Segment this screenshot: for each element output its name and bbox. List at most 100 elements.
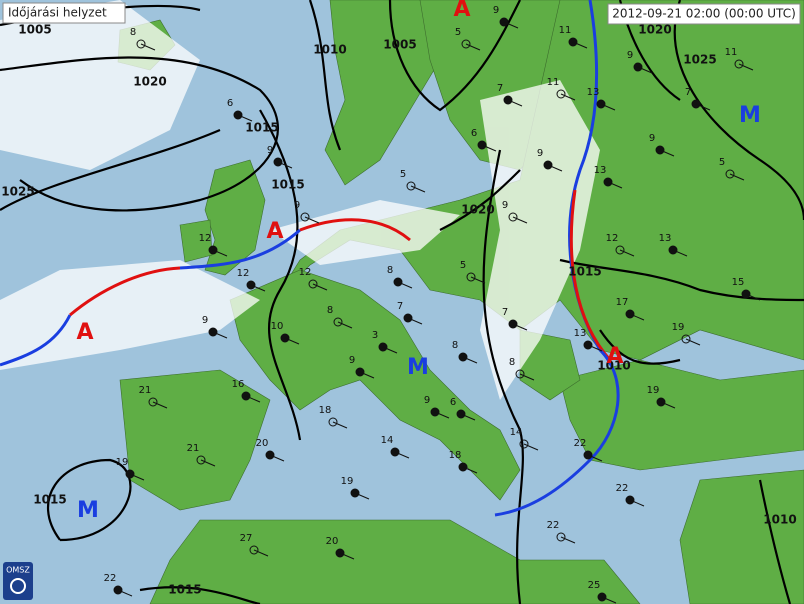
station-temperature: 3 [372,330,378,341]
station-temperature: 11 [547,77,560,88]
station-temperature: 5 [400,169,406,180]
wind-barb [507,99,523,107]
station-temperature: 8 [509,357,515,368]
station-temperature: 8 [387,265,393,276]
wind-barb [619,249,635,257]
station-temperature: 5 [455,27,461,38]
station-temperature: 21 [187,443,200,454]
station-temperature: 12 [237,268,250,279]
isobar-label: 1005 [18,23,51,37]
wind-barb [629,499,645,507]
wind-barb [745,293,761,301]
station-temperature: 9 [502,200,508,211]
wind-barb [462,356,478,364]
wind-barb [354,492,370,500]
header: Időjárási helyzet 2012-09-21 02:00 (00:0… [2,2,801,25]
wind-barb [253,549,269,557]
wind-barb [304,216,320,224]
wind-barb [560,93,576,101]
station-temperature: 9 [649,133,655,144]
station-temperature: 9 [267,145,273,156]
station-marker [515,369,525,379]
station-temperature: 10 [271,321,284,332]
station-marker [249,545,259,555]
wind-barb [587,344,603,352]
pressure-center: M [739,103,761,128]
isobar-label: 1010 [597,359,630,373]
title-box [2,2,126,24]
wind-barb [503,21,519,29]
wind-barb [284,337,300,345]
wind-barb [560,536,576,544]
station-temperature: 22 [574,438,587,449]
wind-barb [410,185,426,193]
wind-barb [465,43,481,51]
station-marker [333,317,343,327]
wind-barb [212,331,228,339]
wind-barb [660,401,676,409]
station-temperature: 8 [327,305,333,316]
wind-barb [729,173,745,181]
station-temperature: 6 [471,128,477,139]
station-temperature: 13 [574,328,587,339]
wind-barb [200,459,216,467]
pressure-center: M [77,498,99,523]
station-temperature: 9 [294,200,300,211]
station-temperature: 18 [319,405,332,416]
station-temperature: 9 [349,355,355,366]
wind-barb [277,161,293,169]
wind-barb [337,321,353,329]
isobar-label: 1010 [313,43,346,57]
logo-icon [10,578,26,594]
station-temperature: 22 [547,520,560,531]
station-temperature: 5 [460,260,466,271]
wind-barb [695,103,711,111]
wind-barb [547,164,563,172]
wind-barb [659,149,675,157]
station-temperature: 12 [606,233,619,244]
logo: OMSZ [3,562,33,600]
station-temperature: 13 [594,165,607,176]
station-marker [556,89,566,99]
station-marker [556,532,566,542]
wind-barb [460,413,476,421]
wind-barb [572,41,588,49]
wind-barb [462,466,478,474]
station-temperature: 19 [116,457,129,468]
station-temperature: 7 [502,307,508,318]
station-marker [466,272,476,282]
station-temperature: 8 [452,340,458,351]
wind-barb [332,421,348,429]
isobar-label: 1025 [1,185,34,199]
station-temperature: 9 [537,148,543,159]
fronts [0,0,620,517]
wind-barb [519,373,535,381]
wind-barb [397,281,413,289]
station-temperature: 9 [627,50,633,61]
wind-barb [382,346,398,354]
wind-barb [587,454,603,462]
station-marker [615,245,625,255]
isobar-label: 1020 [638,23,671,37]
station-temperature: 14 [510,427,523,438]
pressure-center: A [606,344,623,369]
station-temperature: 25 [588,580,601,591]
isobar-label: 1015 [33,493,66,507]
map-title: Időjárási helyzet [8,6,107,20]
station-temperature: 8 [130,27,136,38]
isobar-label: 1015 [245,121,278,135]
wind-barb [637,66,653,74]
timestamp-box [607,3,801,25]
isobar-label: 1005 [383,38,416,52]
station-marker [508,212,518,222]
station-marker [725,169,735,179]
station-temperature: 9 [424,395,430,406]
wind-barb [685,338,701,346]
station-marker [300,212,310,222]
station-temperature: 14 [381,435,394,446]
wind-barb [250,284,266,292]
pressure-center: A [76,320,93,345]
station-temperature: 9 [202,315,208,326]
wind-barb [359,371,375,379]
